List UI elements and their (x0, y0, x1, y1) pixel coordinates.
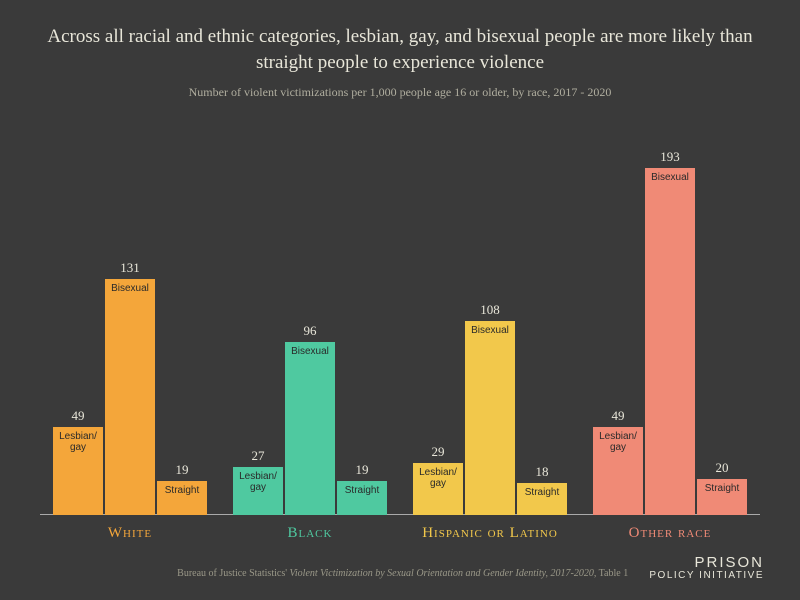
bar-wrap: 108 Bisexual (465, 118, 515, 515)
bar: Lesbian/gay (53, 427, 103, 515)
bar-wrap: 131 Bisexual (105, 118, 155, 515)
bar-inner-label: Bisexual (645, 172, 695, 183)
bar: Straight (697, 479, 747, 515)
category-label: White (40, 525, 220, 542)
bar: Bisexual (105, 279, 155, 515)
bar-value-label: 193 (660, 149, 680, 165)
bar-value-label: 96 (304, 323, 317, 339)
bar-value-label: 131 (120, 260, 140, 276)
bar: Bisexual (465, 321, 515, 515)
bar-inner-label: Bisexual (465, 325, 515, 336)
bar: Straight (337, 481, 387, 515)
bar-group: 27 Lesbian/gay 96 Bisexual 19 Straight (220, 118, 400, 515)
category-labels-row: WhiteBlackHispanic or LatinoOther race (30, 515, 770, 542)
bar-value-label: 19 (356, 462, 369, 478)
category-label: Other race (580, 525, 760, 542)
bar-group: 49 Lesbian/gay 131 Bisexual 19 Straight (40, 118, 220, 515)
bar-value-label: 29 (432, 444, 445, 460)
bar-value-label: 49 (612, 408, 625, 424)
bar-wrap: 49 Lesbian/gay (53, 118, 103, 515)
bar: Lesbian/gay (593, 427, 643, 515)
bar-wrap: 29 Lesbian/gay (413, 118, 463, 515)
bar-value-label: 19 (176, 462, 189, 478)
bar-value-label: 49 (72, 408, 85, 424)
bar: Lesbian/gay (233, 467, 283, 516)
bar: Straight (157, 481, 207, 515)
bar-wrap: 193 Bisexual (645, 118, 695, 515)
bar-inner-label: Straight (697, 483, 747, 494)
bar-value-label: 18 (536, 464, 549, 480)
bar: Bisexual (285, 342, 335, 515)
bar: Straight (517, 483, 567, 515)
bar-wrap: 19 Straight (337, 118, 387, 515)
bar-value-label: 27 (252, 448, 265, 464)
bar-value-label: 20 (716, 460, 729, 476)
bar-inner-label: Lesbian/gay (53, 431, 103, 453)
bar-wrap: 27 Lesbian/gay (233, 118, 283, 515)
chart-title: Across all racial and ethnic categories,… (30, 24, 770, 75)
brand-logo: PRISON POLICY INITIATIVE (649, 556, 764, 580)
footer: Bureau of Justice Statistics' Violent Vi… (30, 556, 770, 580)
bar-wrap: 49 Lesbian/gay (593, 118, 643, 515)
category-label: Hispanic or Latino (400, 525, 580, 542)
bar-inner-label: Straight (337, 485, 387, 496)
source-citation: Bureau of Justice Statistics' Violent Vi… (156, 567, 649, 580)
bar-group: 49 Lesbian/gay 193 Bisexual 20 Straight (580, 118, 760, 515)
bar-inner-label: Lesbian/gay (413, 467, 463, 489)
bar-wrap: 18 Straight (517, 118, 567, 515)
bar-inner-label: Straight (517, 487, 567, 498)
bar-wrap: 19 Straight (157, 118, 207, 515)
bar-inner-label: Straight (157, 485, 207, 496)
bar: Lesbian/gay (413, 463, 463, 515)
logo-line2: POLICY INITIATIVE (649, 571, 764, 581)
chart-plot-area: 49 Lesbian/gay 131 Bisexual 19 Straight 27 Lesb… (30, 118, 770, 515)
source-italic: Violent Victimization by Sexual Orientat… (290, 568, 594, 579)
bar-value-label: 108 (480, 302, 500, 318)
bar: Bisexual (645, 168, 695, 515)
bar-group: 29 Lesbian/gay 108 Bisexual 18 Straight (400, 118, 580, 515)
bar-inner-label: Lesbian/gay (593, 431, 643, 453)
bar-inner-label: Lesbian/gay (233, 471, 283, 493)
bar-inner-label: Bisexual (105, 283, 155, 294)
bar-inner-label: Bisexual (285, 346, 335, 357)
bar-wrap: 96 Bisexual (285, 118, 335, 515)
source-suffix: , Table 1 (594, 568, 628, 579)
bar-wrap: 20 Straight (697, 118, 747, 515)
chart-container: Across all racial and ethnic categories,… (0, 0, 800, 600)
category-label: Black (220, 525, 400, 542)
logo-line1: PRISON (649, 556, 764, 570)
source-prefix: Bureau of Justice Statistics' (177, 568, 289, 579)
chart-subtitle: Number of violent victimizations per 1,0… (30, 85, 770, 100)
